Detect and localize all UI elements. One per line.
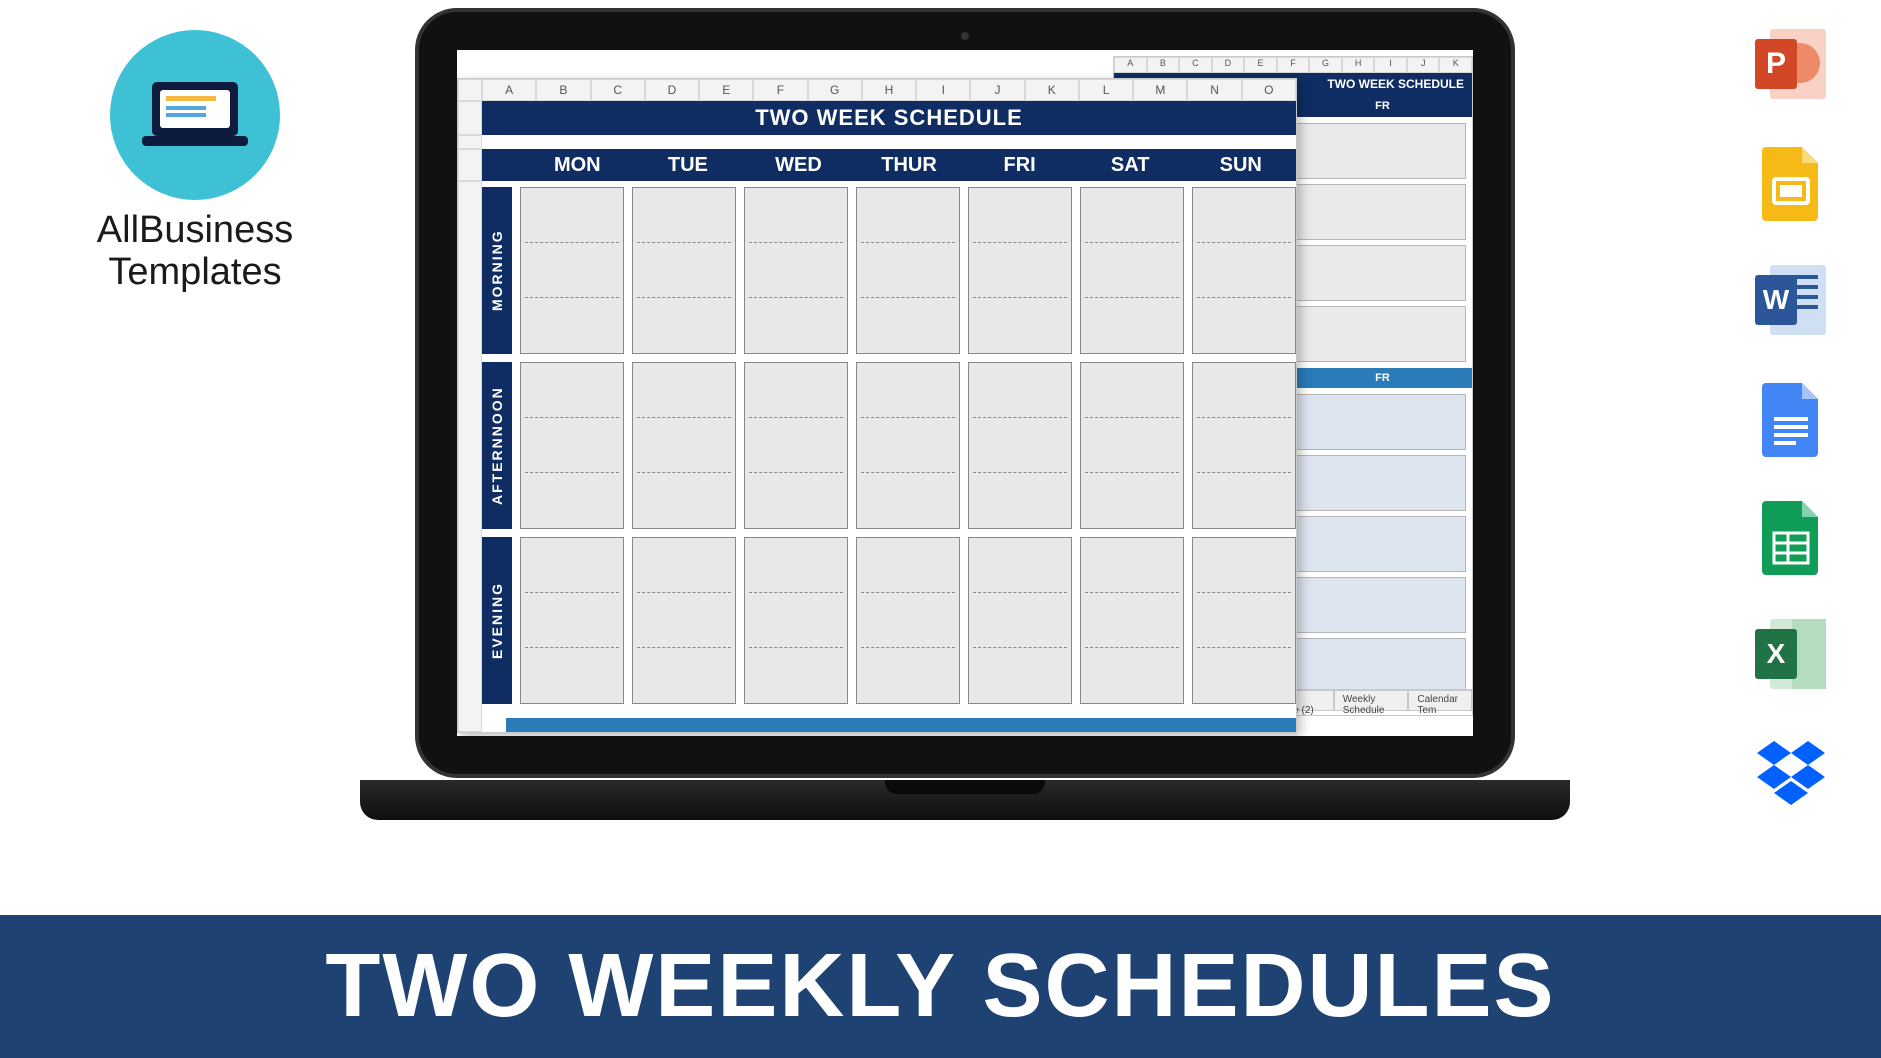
row-header[interactable] bbox=[458, 101, 482, 135]
select-all-corner[interactable] bbox=[458, 79, 482, 101]
cell-morning-mon[interactable] bbox=[520, 187, 624, 354]
title-row: TWO WEEK SCHEDULE bbox=[458, 101, 1296, 135]
brand-text: AllBusiness Templates bbox=[70, 210, 320, 294]
cell-afternoon-thur[interactable] bbox=[856, 362, 960, 529]
laptop-screen: A B C D E F G H I J K TWO WEEK SCHEDULE … bbox=[457, 50, 1473, 736]
cell-morning-thur[interactable] bbox=[856, 187, 960, 354]
days-row: MON TUE WED THUR FRI SAT SUN bbox=[458, 149, 1296, 181]
schedule-title: TWO WEEK SCHEDULE bbox=[482, 101, 1296, 135]
col-O[interactable]: O bbox=[1242, 79, 1296, 101]
col-C[interactable]: C bbox=[591, 79, 645, 101]
banner-text: TWO WEEKLY SCHEDULES bbox=[325, 935, 1555, 1038]
col-D[interactable]: D bbox=[645, 79, 699, 101]
cell-morning-tue[interactable] bbox=[632, 187, 736, 354]
tab-calendar-tem[interactable]: Calendar Tem bbox=[1408, 690, 1472, 711]
brand-logo-block: AllBusiness Templates bbox=[70, 30, 320, 294]
col-K[interactable]: K bbox=[1025, 79, 1079, 101]
schedule-grid: MORNING AFTERNNOON bbox=[458, 181, 1296, 732]
format-icons-column: P W X bbox=[1743, 25, 1838, 811]
cell-afternoon-fri[interactable] bbox=[968, 362, 1072, 529]
laptop-body: A B C D E F G H I J K TWO WEEK SCHEDULE … bbox=[415, 8, 1515, 778]
bottom-accent-bar bbox=[506, 718, 1296, 732]
dropbox-icon bbox=[1752, 733, 1830, 811]
day-tue: TUE bbox=[633, 149, 744, 181]
evening-label: EVENING bbox=[482, 537, 512, 704]
cell-evening-fri[interactable] bbox=[968, 537, 1072, 704]
laptop-mockup: A B C D E F G H I J K TWO WEEK SCHEDULE … bbox=[360, 8, 1570, 908]
tab-weekly-schedule[interactable]: Weekly Schedule bbox=[1334, 690, 1409, 711]
cell-afternoon-sat[interactable] bbox=[1080, 362, 1184, 529]
cell-afternoon-mon[interactable] bbox=[520, 362, 624, 529]
day-sat: SAT bbox=[1075, 149, 1186, 181]
morning-label: MORNING bbox=[482, 187, 512, 354]
day-thur: THUR bbox=[854, 149, 965, 181]
back-column-headers: A B C D E F G H I J K bbox=[1114, 57, 1472, 73]
svg-text:W: W bbox=[1762, 284, 1789, 315]
cell-morning-sun[interactable] bbox=[1192, 187, 1296, 354]
cell-evening-sat[interactable] bbox=[1080, 537, 1184, 704]
column-headers: A B C D E F G H I J K L M N O bbox=[458, 79, 1296, 101]
bottom-banner: TWO WEEKLY SCHEDULES bbox=[0, 915, 1881, 1058]
day-sun: SUN bbox=[1185, 149, 1296, 181]
laptop-notch bbox=[885, 780, 1045, 794]
afternoon-row: AFTERNNOON bbox=[482, 362, 1296, 529]
google-docs-icon bbox=[1752, 379, 1830, 457]
cell-morning-sat[interactable] bbox=[1080, 187, 1184, 354]
google-slides-icon bbox=[1752, 143, 1830, 221]
logo-circle bbox=[110, 30, 280, 200]
col-F[interactable]: F bbox=[753, 79, 807, 101]
col-A[interactable]: A bbox=[482, 79, 536, 101]
cell-morning-fri[interactable] bbox=[968, 187, 1072, 354]
cell-evening-thur[interactable] bbox=[856, 537, 960, 704]
svg-text:X: X bbox=[1766, 638, 1785, 669]
col-M[interactable]: M bbox=[1133, 79, 1187, 101]
cell-evening-tue[interactable] bbox=[632, 537, 736, 704]
col-B[interactable]: B bbox=[536, 79, 590, 101]
google-sheets-icon bbox=[1752, 497, 1830, 575]
cell-evening-wed[interactable] bbox=[744, 537, 848, 704]
cell-afternoon-wed[interactable] bbox=[744, 362, 848, 529]
laptop-base bbox=[360, 780, 1570, 820]
col-H[interactable]: H bbox=[862, 79, 916, 101]
word-icon: W bbox=[1752, 261, 1830, 339]
excel-icon: X bbox=[1752, 615, 1830, 693]
col-G[interactable]: G bbox=[808, 79, 862, 101]
svg-text:P: P bbox=[1765, 47, 1785, 80]
powerpoint-icon: P bbox=[1752, 25, 1830, 103]
col-L[interactable]: L bbox=[1079, 79, 1133, 101]
cell-morning-wed[interactable] bbox=[744, 187, 848, 354]
col-N[interactable]: N bbox=[1187, 79, 1241, 101]
foreground-spreadsheet: A B C D E F G H I J K L M N O bbox=[457, 78, 1297, 733]
cell-evening-sun[interactable] bbox=[1192, 537, 1296, 704]
brand-line2: Templates bbox=[108, 251, 281, 293]
camera-dot bbox=[961, 32, 969, 40]
morning-row: MORNING bbox=[482, 187, 1296, 354]
brand-line1: AllBusiness bbox=[97, 209, 293, 251]
cell-afternoon-tue[interactable] bbox=[632, 362, 736, 529]
cell-afternoon-sun[interactable] bbox=[1192, 362, 1296, 529]
col-J[interactable]: J bbox=[970, 79, 1024, 101]
laptop-icon bbox=[140, 78, 250, 153]
evening-row: EVENING bbox=[482, 537, 1296, 704]
col-E[interactable]: E bbox=[699, 79, 753, 101]
day-mon: MON bbox=[522, 149, 633, 181]
cell-evening-mon[interactable] bbox=[520, 537, 624, 704]
afternoon-label: AFTERNNOON bbox=[482, 362, 512, 529]
day-fri: FRI bbox=[964, 149, 1075, 181]
col-I[interactable]: I bbox=[916, 79, 970, 101]
day-wed: WED bbox=[743, 149, 854, 181]
